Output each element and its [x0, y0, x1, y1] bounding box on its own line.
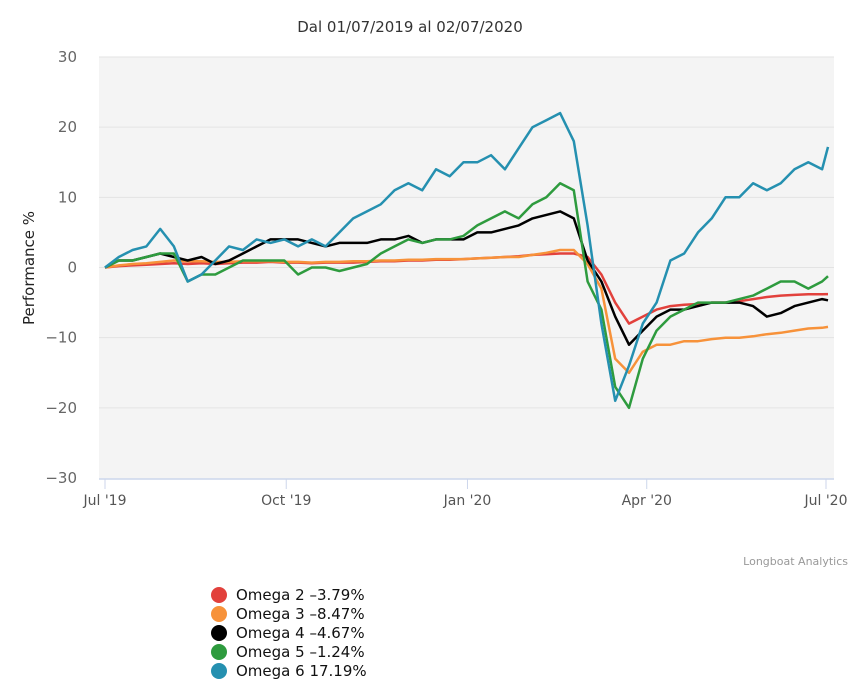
y-tick-label: −10: [45, 329, 77, 347]
x-tick-label: Jan '20: [443, 493, 492, 509]
chart-title: Dal 01/07/2019 al 02/07/2020: [297, 18, 523, 36]
legend-marker-icon: [211, 662, 227, 679]
y-axis: 30 20 10 0 −10 −20 −30: [45, 48, 77, 487]
grid-lines: [99, 56, 834, 409]
y-tick-label: 0: [67, 259, 77, 277]
legend-item-omega-6[interactable]: Omega 6 17.19%: [211, 661, 367, 680]
legend-label: Omega 5 –1.24%: [236, 642, 365, 661]
legend-item-omega-2[interactable]: Omega 2 –3.79%: [211, 585, 367, 604]
legend-marker-icon: [211, 624, 227, 641]
legend-marker-icon: [211, 586, 227, 603]
x-tick-label: Jul '19: [82, 493, 126, 509]
y-tick-label: −20: [45, 399, 77, 417]
x-axis: Jul '19 Oct '19 Jan '20 Apr '20 Jul '20: [82, 478, 848, 509]
legend-marker-icon: [211, 605, 227, 622]
legend-marker-icon: [211, 643, 227, 660]
legend-item-omega-5[interactable]: Omega 5 –1.24%: [211, 642, 367, 661]
y-tick-label: 10: [58, 188, 77, 206]
x-tick-label: Oct '19: [261, 493, 311, 509]
legend-label: Omega 3 –8.47%: [236, 604, 365, 623]
y-tick-label: −30: [45, 469, 77, 487]
legend-item-omega-3[interactable]: Omega 3 –8.47%: [211, 604, 367, 623]
legend-item-omega-4[interactable]: Omega 4 –4.67%: [211, 623, 367, 642]
series-lines: [104, 111, 830, 410]
legend-label: Omega 2 –3.79%: [236, 585, 365, 604]
series-line-omega-5: [104, 182, 829, 410]
x-tick-label: Apr '20: [622, 493, 672, 509]
x-tick-label: Jul '20: [803, 493, 847, 509]
y-tick-label: 30: [58, 48, 77, 66]
credits-link[interactable]: Longboat Analytics: [743, 555, 848, 568]
series-line-omega-6: [104, 111, 830, 403]
y-tick-label: 20: [58, 118, 77, 136]
legend-label: Omega 6 17.19%: [236, 661, 367, 680]
legend: Omega 2 –3.79% Omega 3 –8.47% Omega 4 –4.6…: [211, 585, 367, 680]
legend-label: Omega 4 –4.67%: [236, 623, 365, 642]
y-axis-label: Performance %: [20, 211, 38, 325]
